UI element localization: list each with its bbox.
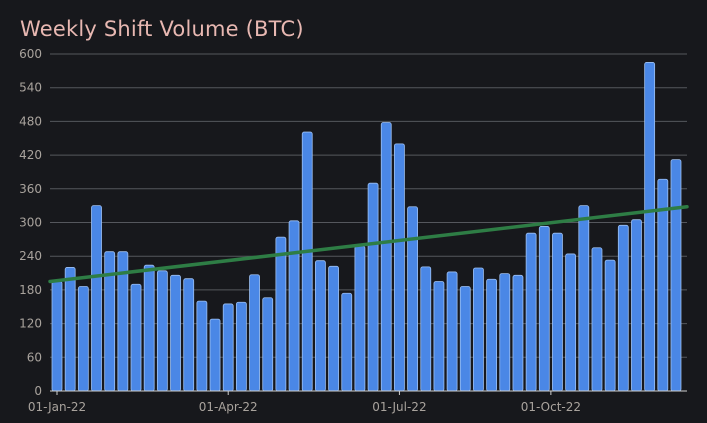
- bar: [407, 206, 418, 392]
- bar: [275, 236, 287, 392]
- bar: [499, 273, 511, 392]
- bar: [552, 232, 563, 392]
- bar: [314, 260, 326, 392]
- bar: [380, 122, 392, 392]
- bar: [183, 278, 195, 392]
- bar: [473, 267, 484, 392]
- bar: [525, 232, 537, 392]
- bar: [394, 143, 405, 392]
- bar: [617, 224, 629, 392]
- x-tick-label: 01-Apr-22: [199, 400, 258, 414]
- bar: [170, 274, 181, 392]
- bar: [209, 318, 221, 392]
- y-tick-label: 120: [19, 317, 42, 331]
- bar: [262, 297, 274, 392]
- x-tick-label: 01-Jan-22: [28, 400, 86, 414]
- x-tick-label: 01-Oct-22: [521, 400, 581, 414]
- bar: [420, 266, 432, 392]
- bar: [91, 205, 102, 392]
- bar: [512, 274, 524, 392]
- y-tick-label: 300: [19, 216, 42, 230]
- y-tick-label: 420: [19, 148, 42, 162]
- bar: [591, 247, 603, 392]
- bar: [328, 265, 339, 392]
- y-tick-label: 540: [19, 81, 42, 95]
- bar: [631, 219, 642, 392]
- bar: [670, 159, 682, 392]
- bar: [196, 300, 208, 392]
- y-tick-label: 180: [19, 283, 42, 297]
- bar: [459, 286, 471, 392]
- y-tick-label: 480: [19, 114, 42, 128]
- bar: [446, 271, 458, 392]
- bar: [249, 274, 260, 392]
- bar: [288, 220, 300, 392]
- bar: [156, 270, 168, 392]
- trend-line: [48, 205, 689, 284]
- bar: [341, 292, 353, 392]
- bar: [77, 286, 89, 392]
- bar: [235, 301, 247, 392]
- bar: [367, 182, 379, 392]
- bar: [604, 259, 616, 392]
- bar: [130, 283, 142, 392]
- y-tick-label: 600: [19, 47, 42, 61]
- bar: [222, 303, 234, 392]
- bar: [64, 267, 76, 392]
- bar: [644, 62, 656, 392]
- bar: [486, 278, 498, 392]
- y-tick-label: 360: [19, 182, 42, 196]
- chart-title: Weekly Shift Volume (BTC): [20, 17, 304, 41]
- bar: [301, 131, 313, 392]
- y-tick-label: 0: [34, 384, 42, 398]
- y-tick-label: 60: [27, 350, 42, 364]
- bar: [51, 281, 63, 392]
- bar: [538, 226, 550, 392]
- bar: [433, 281, 445, 392]
- bar: [565, 253, 577, 392]
- x-tick-label: 01-Jul-22: [372, 400, 426, 414]
- y-tick-label: 240: [19, 249, 42, 263]
- bar: [354, 245, 366, 392]
- bar: [578, 205, 590, 392]
- bar: [143, 264, 155, 392]
